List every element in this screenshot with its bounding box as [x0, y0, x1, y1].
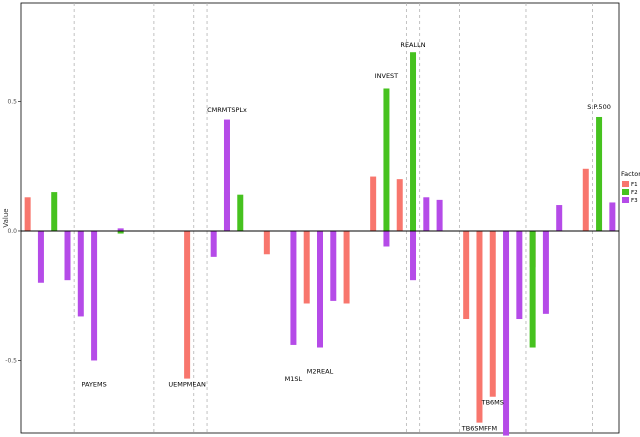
bar-f3-36 [503, 230, 510, 436]
annotation-label: CMRMTSPLx [207, 106, 247, 114]
annotation-label: UEMPMEAN [168, 380, 206, 388]
y-tick-label: -0.5 [5, 357, 17, 364]
bar-f3-15 [223, 119, 230, 231]
legend-label-f3: F3 [631, 198, 638, 204]
bar-f3-31 [436, 199, 443, 231]
bar-f3-7 [117, 228, 124, 231]
bar-f1-42 [582, 168, 589, 231]
bar-f3-4 [77, 230, 84, 317]
bar-f1-18 [263, 230, 270, 255]
bar-f2-2 [51, 192, 58, 231]
bar-f3-40 [556, 205, 563, 231]
bar-f2-29 [410, 52, 417, 231]
annotation-label: TB6MS [481, 399, 504, 407]
bar-f1-0 [24, 197, 31, 231]
annotation-label: REALLN [400, 41, 425, 49]
bar-f1-24 [343, 230, 350, 304]
legend-label-f1: F1 [631, 182, 638, 188]
bar-f2-43 [596, 116, 603, 231]
legend-swatch-f1 [622, 181, 629, 187]
bar-f2-7 [117, 230, 124, 234]
bar-f3-37 [516, 230, 523, 320]
legend-swatch-f2 [622, 189, 629, 195]
y-tick-label: 0.0 [7, 228, 17, 235]
bar-f2-27 [383, 88, 390, 231]
bar-f1-33 [463, 230, 470, 320]
bar-f1-21 [303, 230, 310, 304]
legend-swatch-f3 [622, 197, 629, 203]
bar-f1-26 [370, 176, 377, 231]
plot-border [20, 2, 620, 434]
bar-f3-29 [410, 230, 417, 281]
bar-f3-23 [330, 230, 337, 301]
y-axis: -0.5 0.0 0.5 [5, 98, 21, 364]
bar-f1-35 [489, 230, 496, 397]
annotation-label: S.P.500 [587, 103, 611, 111]
plot-panel: PAYEMS UEMPMEAN CMRMTSPLx M1SL M2REAL INVEST R… [20, 2, 620, 436]
bar-f3-27 [383, 230, 390, 247]
bars [24, 52, 616, 436]
annotation-label: TB6SMFFM [461, 424, 497, 432]
annotations: PAYEMS UEMPMEAN CMRMTSPLx M1SL M2REAL INVEST R… [81, 41, 611, 432]
bar-f1-34 [476, 230, 483, 423]
annotation-label: M2REAL [307, 367, 334, 375]
y-tick-label: 0.5 [7, 98, 17, 105]
legend-title: Factor [621, 170, 640, 178]
bar-f1-28 [396, 179, 403, 231]
bar-f1-12 [184, 230, 191, 379]
annotation-label: PAYEMS [81, 380, 106, 388]
bar-f3-5 [91, 230, 98, 361]
bar-f3-20 [290, 230, 297, 345]
y-axis-label: Value [2, 208, 10, 227]
group-separators [73, 3, 593, 433]
bar-f3-14 [210, 230, 217, 257]
annotation-label: M1SL [285, 375, 303, 383]
bar-f3-44 [609, 202, 616, 231]
bar-f3-39 [542, 230, 549, 314]
legend-label-f2: F2 [631, 190, 638, 196]
bar-f3-22 [317, 230, 323, 348]
bar-f3-30 [423, 197, 430, 231]
legend: Factor F1 F2 F3 [621, 170, 640, 204]
bar-f3-3 [64, 230, 71, 281]
bar-f3-1 [37, 230, 44, 283]
bar-f2-16 [237, 194, 244, 231]
annotation-label: INVEST [375, 72, 398, 80]
bar-f2-38 [529, 230, 536, 348]
